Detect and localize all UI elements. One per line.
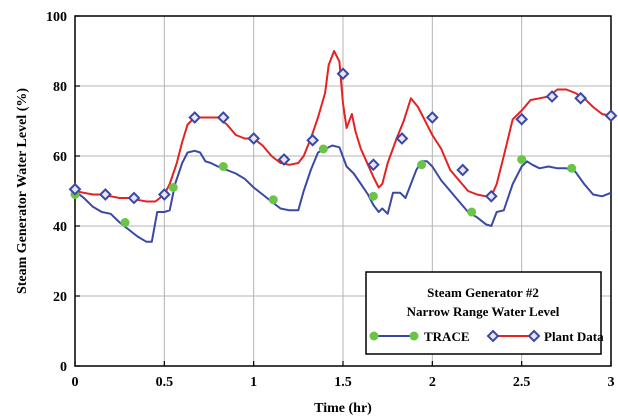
legend: Steam Generator #2 Narrow Range Water Le… xyxy=(365,271,604,355)
plant-data-marker xyxy=(604,109,618,123)
x-axis-ticks: 0 0.5 1 1.5 2 2.5 3 xyxy=(72,361,615,390)
legend-box xyxy=(365,271,602,355)
legend-title-line-2: Narrow Range Water Level xyxy=(407,304,560,319)
plant-data-marker xyxy=(456,163,470,177)
y-axis-label: Steam Generator Water Level (%) xyxy=(15,88,30,294)
markers-layer xyxy=(68,67,618,227)
legend-trace-label: TRACE xyxy=(424,329,470,344)
x-tick-label: 2 xyxy=(429,375,436,390)
plant-data-marker xyxy=(366,158,380,172)
legend-title-line-1: Steam Generator #2 xyxy=(427,285,539,300)
plant-data-marker xyxy=(216,111,230,124)
legend-plant-label: Plant Data xyxy=(544,329,604,344)
trace-marker xyxy=(368,191,378,201)
trace-marker xyxy=(218,162,228,171)
y-tick-label: 20 xyxy=(53,290,67,305)
legend-item-trace: TRACE xyxy=(369,329,470,344)
trace-marker xyxy=(318,144,328,154)
y-tick-label: 80 xyxy=(53,80,67,95)
x-axis-label: Time (hr) xyxy=(314,401,372,416)
trace-marker xyxy=(120,218,130,227)
y-tick-label: 0 xyxy=(60,360,67,375)
legend-item-plant-data: Plant Data xyxy=(486,329,604,344)
trace-marker xyxy=(417,160,427,170)
y-tick-label: 60 xyxy=(53,150,67,165)
plant-data-marker xyxy=(157,188,171,201)
y-tick-label: 40 xyxy=(53,220,67,235)
trace-marker xyxy=(168,183,178,192)
legend-plant-marker-right xyxy=(527,329,541,343)
plant-data-marker xyxy=(545,90,559,103)
plant-data-marker xyxy=(277,153,291,166)
y-axis-ticks: 0 20 40 60 80 100 xyxy=(46,10,80,375)
plant-data-marker xyxy=(127,191,141,205)
legend-trace-marker-right xyxy=(409,331,419,341)
plant-data-marker xyxy=(306,133,320,147)
legend-trace-marker-left xyxy=(369,331,379,341)
trace-marker xyxy=(517,155,527,164)
x-tick-label: 1 xyxy=(250,375,257,390)
trace-marker xyxy=(567,163,577,173)
plant-data-marker xyxy=(484,189,498,203)
x-tick-label: 0.5 xyxy=(156,375,174,390)
plant-data-marker xyxy=(98,188,112,201)
plant-data-marker xyxy=(574,91,588,105)
x-tick-label: 2.5 xyxy=(513,375,531,390)
plant-data-marker xyxy=(336,67,350,81)
plant-data-series-line xyxy=(74,50,612,203)
trace-marker xyxy=(268,195,278,205)
x-tick-label: 1.5 xyxy=(334,375,352,390)
plant-data-marker xyxy=(188,111,202,124)
plant-data-marker xyxy=(395,132,409,145)
plant-data-marker xyxy=(247,132,261,145)
x-tick-label: 0 xyxy=(72,375,79,390)
plant-data-marker xyxy=(68,182,82,196)
x-tick-label: 3 xyxy=(608,375,615,390)
plant-data-marker xyxy=(425,111,439,124)
trace-series-line xyxy=(74,144,612,243)
series-layer xyxy=(74,50,612,243)
y-tick-label: 100 xyxy=(46,10,67,25)
plant-data-marker xyxy=(515,112,529,126)
trace-marker xyxy=(467,207,477,217)
legend-plant-marker-left xyxy=(486,329,500,343)
